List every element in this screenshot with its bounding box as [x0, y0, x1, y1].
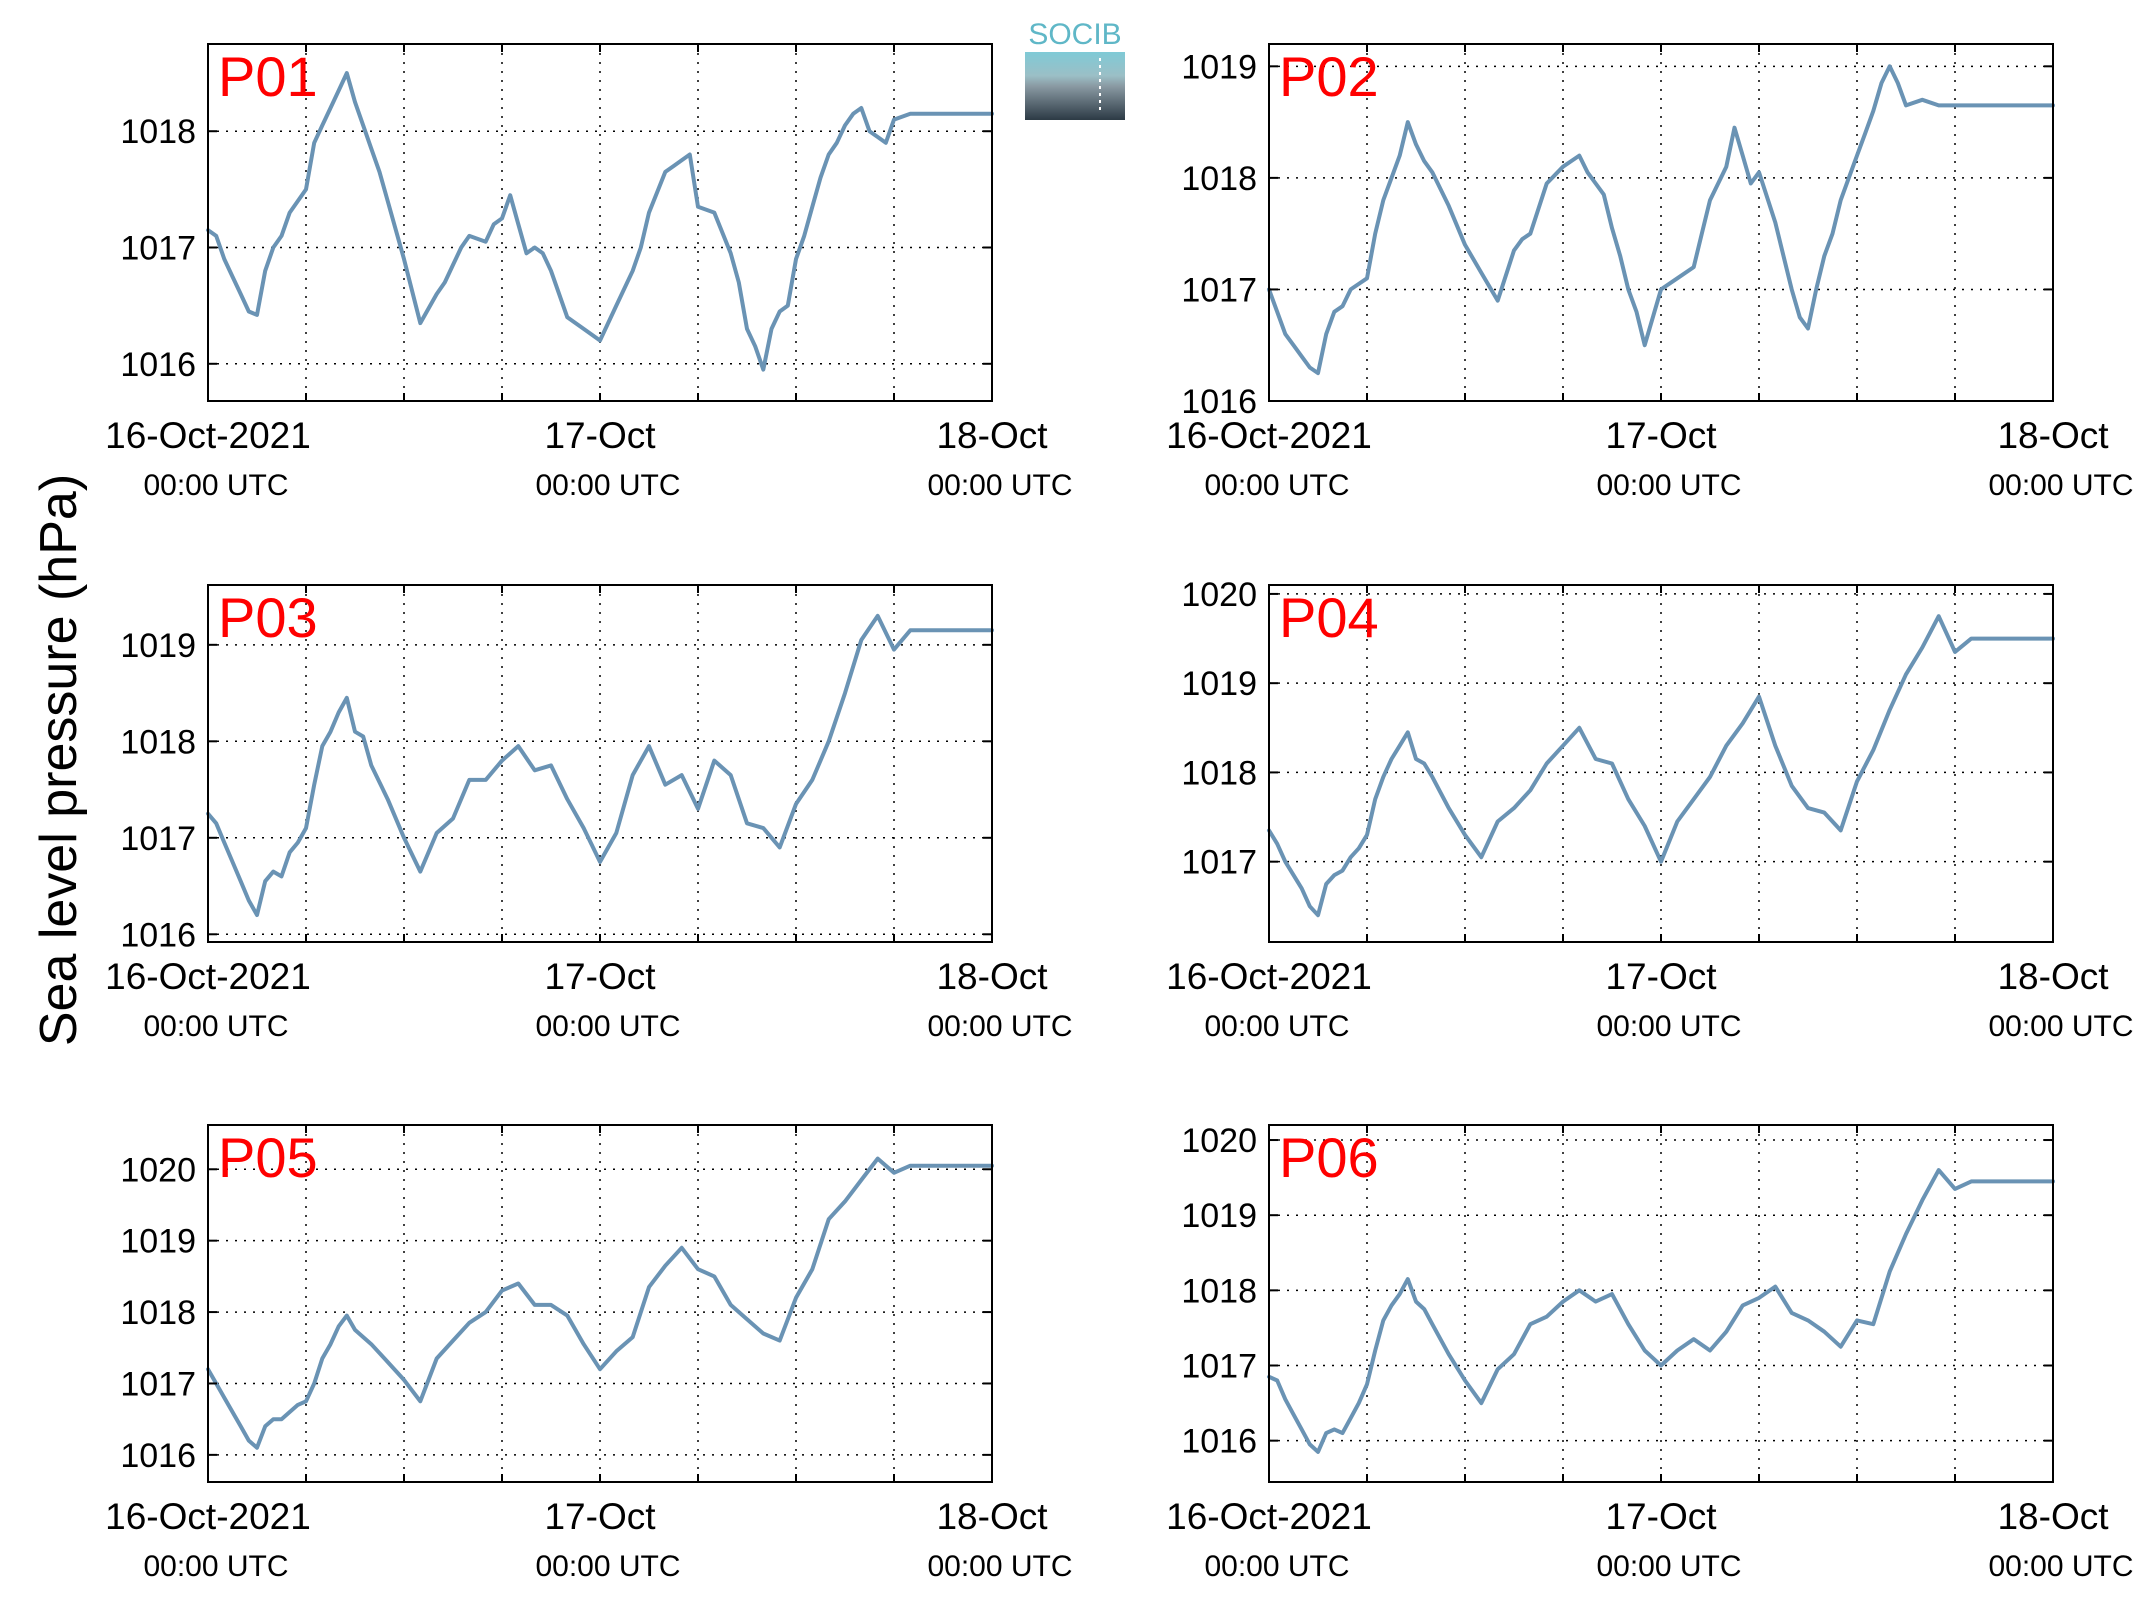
x-tick-label: 17-Oct [1605, 956, 1717, 997]
panel-label: P02 [1279, 45, 1379, 108]
panel-p02: 1016 1017 1018 1019 16-Oct-2021 00:00 UTC 17-O… [1166, 43, 2134, 502]
series-line [1267, 64, 2055, 376]
panel-label: P04 [1279, 586, 1379, 649]
panel-p01: 1016 1017 1018 16-Oct-2021 00:00 UTC 17-Oct 00… [105, 43, 1073, 502]
x-tick-sublabel: 00:00 UTC [1204, 1550, 1349, 1583]
socib-logo: SOCIB [1025, 18, 1125, 120]
x-tick-sublabel: 00:00 UTC [143, 469, 288, 502]
x-tick-label: 16-Oct-2021 [1166, 1496, 1372, 1537]
x-tick-label: 16-Oct-2021 [1166, 956, 1372, 997]
y-tick-label: 1018 [120, 113, 196, 151]
y-tick-label: 1019 [1181, 48, 1257, 86]
y-tick-label: 1017 [1181, 1348, 1257, 1386]
x-tick-sublabel: 00:00 UTC [1596, 1550, 1741, 1583]
y-tick-label: 1020 [120, 1151, 196, 1189]
y-tick-label: 1019 [1181, 1197, 1257, 1235]
y-tick-label: 1016 [120, 346, 196, 384]
y-tick-label: 1016 [120, 916, 196, 954]
panel-label: P06 [1279, 1126, 1379, 1189]
x-tick-sublabel: 00:00 UTC [535, 469, 680, 502]
panel-p04: 1017 1018 1019 1020 16-Oct-2021 00:00 UTC 17-O… [1166, 576, 2133, 1043]
x-tick-label: 18-Oct [1997, 956, 2109, 997]
y-axis-label: Sea level pressure (hPa) [30, 474, 88, 1046]
x-tick-sublabel: 00:00 UTC [1204, 1010, 1349, 1043]
y-tick-label: 1016 [1181, 383, 1257, 421]
series-line [206, 1156, 994, 1450]
x-tick-sublabel: 00:00 UTC [535, 1550, 680, 1583]
y-tick-label: 1020 [1181, 1122, 1257, 1160]
x-tick-label: 17-Oct [544, 415, 656, 456]
y-tick-label: 1019 [120, 627, 196, 665]
y-tick-label: 1017 [1181, 844, 1257, 882]
x-tick-sublabel: 00:00 UTC [927, 1010, 1072, 1043]
x-tick-sublabel: 00:00 UTC [535, 1010, 680, 1043]
panel-p05: 1016 1017 1018 1019 1020 16-Oct-2021 00:00 UTC… [105, 1124, 1073, 1583]
x-tick-sublabel: 00:00 UTC [1988, 1550, 2133, 1583]
panel-p03: 1016 1017 1018 1019 16-Oct-2021 00:00 UTC 17-O… [105, 584, 1073, 1043]
y-tick-label: 1017 [120, 230, 196, 268]
x-tick-sublabel: 00:00 UTC [1988, 469, 2133, 502]
x-tick-sublabel: 00:00 UTC [143, 1010, 288, 1043]
y-tick-label: 1017 [120, 1365, 196, 1403]
y-tick-label: 1018 [1181, 160, 1257, 198]
x-tick-sublabel: 00:00 UTC [1596, 1010, 1741, 1043]
y-tick-label: 1016 [120, 1437, 196, 1475]
logo-block [1025, 52, 1125, 120]
series-line [206, 613, 994, 917]
y-tick-label: 1016 [1181, 1423, 1257, 1461]
x-tick-label: 18-Oct [1997, 415, 2109, 456]
panel-label: P01 [218, 45, 318, 108]
series-line [1267, 614, 2055, 918]
y-tick-label: 1019 [1181, 665, 1257, 703]
x-tick-label: 16-Oct-2021 [105, 1496, 311, 1537]
y-tick-label: 1018 [120, 1294, 196, 1332]
series-line [206, 71, 994, 372]
x-tick-label: 16-Oct-2021 [105, 956, 311, 997]
x-tick-sublabel: 00:00 UTC [1596, 469, 1741, 502]
panel-p06: 1016 1017 1018 1019 1020 16-Oct-2021 00:00 UTC… [1166, 1122, 2133, 1583]
x-tick-label: 18-Oct [936, 415, 1048, 456]
x-tick-label: 16-Oct-2021 [1166, 415, 1372, 456]
panel-label: P05 [218, 1126, 318, 1189]
x-tick-label: 18-Oct [1997, 1496, 2109, 1537]
panel-label: P03 [218, 586, 318, 649]
x-tick-label: 17-Oct [544, 956, 656, 997]
x-tick-label: 18-Oct [936, 956, 1048, 997]
x-tick-sublabel: 00:00 UTC [143, 1550, 288, 1583]
x-tick-label: 17-Oct [544, 1496, 656, 1537]
x-tick-label: 17-Oct [1605, 1496, 1717, 1537]
x-tick-sublabel: 00:00 UTC [927, 1550, 1072, 1583]
x-tick-label: 18-Oct [936, 1496, 1048, 1537]
x-tick-sublabel: 00:00 UTC [1988, 1010, 2133, 1043]
y-tick-label: 1019 [120, 1223, 196, 1261]
y-tick-label: 1018 [120, 723, 196, 761]
logo-text: SOCIB [1028, 18, 1121, 51]
y-tick-label: 1020 [1181, 576, 1257, 614]
y-tick-label: 1017 [120, 820, 196, 858]
series-line [1267, 1168, 2055, 1454]
x-tick-sublabel: 00:00 UTC [1204, 469, 1349, 502]
x-tick-label: 17-Oct [1605, 415, 1717, 456]
y-tick-label: 1018 [1181, 754, 1257, 792]
y-tick-label: 1017 [1181, 271, 1257, 309]
x-tick-label: 16-Oct-2021 [105, 415, 311, 456]
panels-container: 1016 1017 1018 16-Oct-2021 00:00 UTC 17-Oct 00… [105, 43, 2134, 1583]
x-tick-sublabel: 00:00 UTC [927, 469, 1072, 502]
y-tick-label: 1018 [1181, 1272, 1257, 1310]
